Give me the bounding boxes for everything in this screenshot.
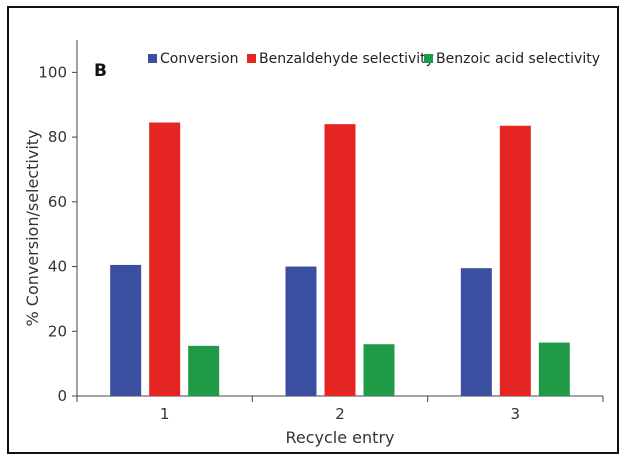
y-tick-label: 40 (48, 258, 67, 276)
bar-conversion (460, 268, 492, 396)
bar-conversion (285, 266, 317, 396)
bar-benzoic-acid-selectivity (538, 342, 570, 396)
legend-swatch (148, 54, 157, 63)
x-axis: 1 2 3 (76, 395, 604, 423)
legend-swatch (424, 54, 433, 63)
y-axis-title: % Conversion/selectivity (23, 129, 42, 326)
y-tick-label: 100 (38, 63, 67, 81)
bar-benzaldehyde-selectivity (499, 125, 531, 396)
y-tick-label: 20 (48, 322, 67, 340)
bar-benzoic-acid-selectivity (188, 345, 220, 396)
y-axis: 0 20 40 60 80 100 (38, 40, 78, 405)
bars (110, 122, 570, 397)
bar-benzaldehyde-selectivity (324, 124, 356, 397)
x-tick-label: 2 (335, 405, 345, 423)
y-tick-label: 0 (57, 387, 67, 405)
panel-label: B (94, 61, 107, 81)
x-tick-label: 3 (511, 405, 521, 423)
y-tick-label: 80 (48, 128, 67, 146)
legend-label: Conversion (160, 51, 239, 67)
bar-conversion (110, 264, 142, 396)
x-tick-label: 1 (160, 405, 170, 423)
legend-label: Benzoic acid selectivity (436, 51, 600, 67)
bar-benzaldehyde-selectivity (149, 122, 181, 396)
bar-benzoic-acid-selectivity (363, 344, 395, 396)
legend-label: Benzaldehyde selectivity (259, 51, 434, 67)
x-axis-title: Recycle entry (286, 428, 395, 447)
legend-swatch (247, 54, 256, 63)
y-tick-label: 60 (48, 193, 67, 211)
legend: Conversion Benzaldehyde selectivity Benzoi… (148, 51, 600, 67)
